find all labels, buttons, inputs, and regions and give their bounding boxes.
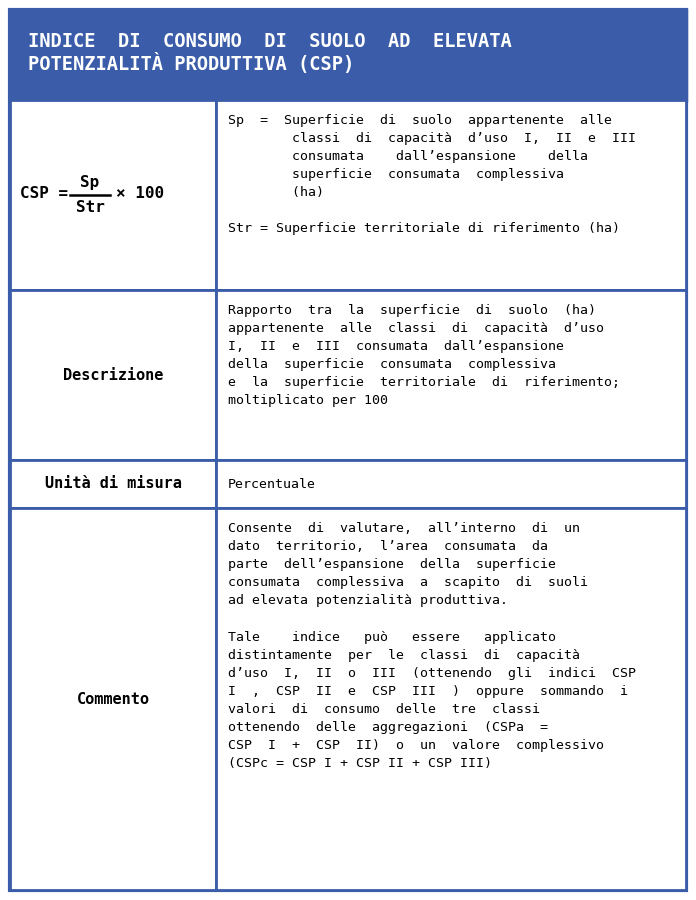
Text: CSP =: CSP = [20,185,78,201]
Bar [10,290,216,460]
Bar [10,460,216,508]
Bar [10,508,686,890]
Text: POTENZIALITÀ PRODUTTIVA (CSP): POTENZIALITÀ PRODUTTIVA (CSP) [28,53,354,74]
Text: Descrizione: Descrizione [63,367,163,382]
Text: Sp  =  Superficie  di  suolo  appartenente  alle
        classi  di  capacità  d: Sp = Superficie di suolo appartenente al… [228,114,636,235]
Bar [10,290,686,460]
Bar [10,100,216,290]
Text: Tale    indice   può   essere   applicato
distintamente  per  le  classi  di  ca: Tale indice può essere applicato distint… [228,631,636,770]
Text: Commento: Commento [77,691,150,707]
Text: × 100: × 100 [116,185,164,201]
Text: Percentuale: Percentuale [228,478,316,491]
Bar [10,100,686,290]
Bar [216,460,686,508]
Text: Consente  di  valutare,  all’interno  di  un
dato  territorio,  l’area  consumat: Consente di valutare, all’interno di un … [228,522,588,607]
Bar [10,460,686,508]
Bar [216,508,686,890]
Text: Sp: Sp [80,175,100,190]
Bar [216,100,686,290]
Text: Str: Str [76,201,104,215]
Bar [10,508,216,890]
Bar [216,290,686,460]
Bar [10,10,686,100]
Text: INDICE  DI  CONSUMO  DI  SUOLO  AD  ELEVATA: INDICE DI CONSUMO DI SUOLO AD ELEVATA [28,32,512,51]
Text: Rapporto  tra  la  superficie  di  suolo  (ha)
appartenente  alle  classi  di  c: Rapporto tra la superficie di suolo (ha)… [228,304,620,407]
Text: Unità di misura: Unità di misura [45,476,182,491]
